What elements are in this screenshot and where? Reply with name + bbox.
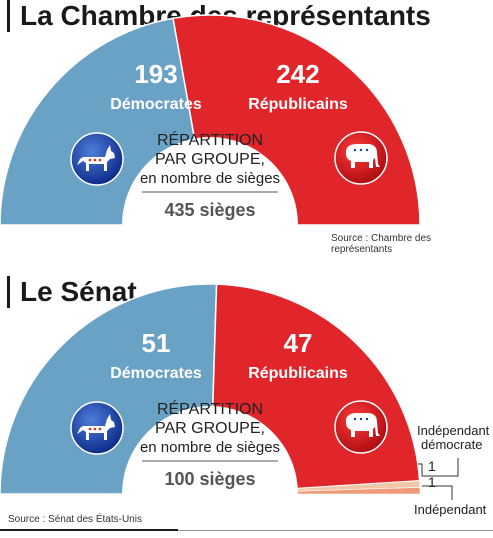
senate-center-hole: [122, 406, 298, 494]
independant-label: Indépendant: [414, 502, 487, 517]
house-value-republicains: 242: [276, 59, 319, 89]
footer-rule-light: [178, 530, 493, 531]
elephant-icon: [334, 131, 388, 185]
house-center-line-3: en nombre de sièges: [140, 170, 280, 187]
senate-center-line-3: en nombre de sièges: [140, 439, 280, 456]
house-value-democrates: 193: [134, 59, 177, 89]
senate-source: Source : Sénat des États-Unis: [8, 514, 142, 525]
senate-value-democrates: 51: [142, 328, 171, 358]
house-chart: 193 Démocrates 242 Républicains RÉPARTITION P…: [0, 14, 421, 226]
independant-democrate-leader: [418, 458, 459, 477]
house-center-line-1: RÉPARTITION: [157, 130, 263, 149]
senate-center-line-1: RÉPARTITION: [157, 399, 263, 418]
senate-chart: 51 Démocrates 47 Républicains RÉPARTITION PAR…: [0, 283, 490, 517]
house-center-hole: [122, 137, 298, 225]
independant-democrate-label-2: démocrate: [421, 437, 482, 452]
house-source: Source : Chambre des représentants: [331, 233, 432, 255]
donkey-icon: [70, 401, 124, 455]
independant-democrate-value: 1: [428, 458, 436, 474]
house-label-republicains: Républicains: [248, 96, 348, 113]
senate-value-republicains: 47: [284, 328, 313, 358]
senate-label-republicains: Républicains: [248, 365, 348, 382]
donkey-icon: [70, 132, 124, 186]
house-label-democrates: Démocrates: [110, 96, 202, 113]
senate-center-line-2: PAR GROUPE,: [155, 420, 265, 437]
elephant-icon: [334, 400, 388, 454]
house-total: 435 sièges: [164, 200, 255, 220]
senate-total: 100 sièges: [164, 469, 255, 489]
senate-label-democrates: Démocrates: [110, 365, 202, 382]
independant-leader: [422, 485, 453, 500]
independant-democrate-label: Indépendant: [417, 423, 490, 438]
independant-value: 1: [428, 474, 436, 490]
senate-title: Le Sénat: [7, 276, 137, 308]
house-center-line-2: PAR GROUPE,: [155, 151, 265, 168]
footer-rule: [0, 529, 178, 531]
